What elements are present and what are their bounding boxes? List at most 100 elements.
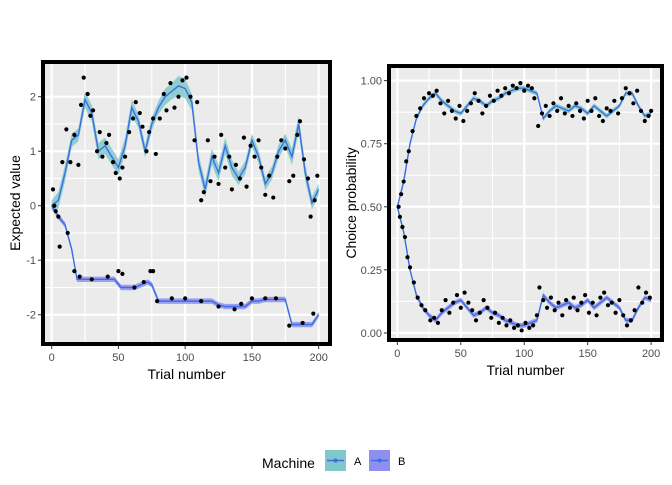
data-point (232, 307, 237, 312)
data-point (133, 100, 138, 105)
data-point (77, 274, 82, 279)
data-point (430, 93, 435, 98)
data-point (263, 296, 268, 301)
data-point (263, 192, 268, 197)
data-point (176, 94, 181, 99)
data-point (487, 93, 493, 98)
legend-point-b (377, 458, 382, 463)
data-point (131, 116, 136, 121)
data-point (447, 310, 452, 315)
data-point (438, 101, 443, 106)
data-point (244, 184, 249, 189)
data-point (208, 179, 213, 184)
data-point (97, 130, 102, 135)
data-point (439, 308, 444, 313)
panel-frame (387, 64, 664, 342)
data-point (579, 300, 584, 305)
data-point (632, 308, 637, 313)
series-line-b (396, 206, 652, 327)
data-point (64, 127, 69, 132)
data-point (273, 296, 279, 301)
y-tick-label: -2 (26, 310, 36, 322)
data-point (598, 295, 603, 300)
choice-probability-panel: 0 50 100 150 200 0.00 0.25 0.50 0.75 1.00 Trial nu… (343, 64, 664, 378)
data-point (223, 165, 228, 170)
data-point (547, 113, 552, 119)
data-point (577, 108, 583, 113)
data-point (585, 98, 590, 103)
data-point (564, 298, 569, 303)
x-tick-label: 100 (515, 348, 533, 360)
data-point (248, 143, 253, 148)
data-point (527, 325, 532, 331)
legend-label-a: A (354, 456, 362, 468)
data-point (414, 113, 419, 119)
data-point (53, 209, 58, 214)
y-tick-label: 0 (30, 201, 36, 213)
data-point (649, 108, 654, 113)
data-point (484, 103, 489, 108)
data-point (458, 305, 463, 310)
data-point (609, 300, 614, 305)
data-point (410, 128, 415, 134)
data-point (205, 138, 210, 143)
data-point (267, 173, 272, 178)
x-tick-label: 100 (176, 352, 194, 364)
expected-value-panel: 0 50 100 150 200 -2 -1 0 1 2 Trial number Expected … (7, 60, 332, 382)
data-point (518, 81, 523, 86)
data-point (311, 311, 316, 316)
data-point (465, 108, 470, 113)
data-point (515, 323, 520, 328)
data-point (643, 290, 649, 295)
data-point (489, 315, 494, 320)
data-point (508, 318, 513, 323)
data-point (396, 204, 401, 209)
data-point (454, 293, 460, 298)
x-tick-label: 150 (243, 352, 261, 364)
data-point (560, 313, 565, 318)
data-point (60, 160, 65, 165)
data-point (122, 154, 128, 159)
data-point (495, 88, 500, 93)
data-point (646, 113, 651, 119)
data-point (551, 101, 556, 106)
data-point (126, 130, 132, 135)
data-point (65, 230, 70, 236)
data-point (275, 154, 280, 159)
data-point (418, 106, 423, 111)
data-point (523, 320, 528, 325)
x-tick-label: 150 (578, 348, 596, 360)
data-point (78, 102, 84, 107)
data-point (466, 300, 471, 305)
data-point (241, 135, 247, 140)
y-tick-label: -1 (26, 255, 36, 267)
data-point (106, 132, 112, 137)
data-point (594, 313, 599, 318)
data-point (140, 124, 145, 129)
data-point (492, 310, 498, 315)
data-point (539, 111, 545, 116)
data-point (94, 149, 100, 154)
data-point (548, 295, 553, 300)
data-point (295, 132, 300, 137)
data-point (476, 98, 481, 103)
data-point (184, 75, 189, 80)
data-point (426, 91, 432, 96)
data-point (534, 313, 540, 318)
data-point (510, 83, 515, 88)
y-tick-label: 0.25 (361, 265, 382, 277)
data-point (249, 296, 255, 301)
data-point (161, 91, 166, 97)
data-point (499, 93, 504, 98)
data-point (164, 108, 169, 113)
data-point (301, 157, 307, 162)
data-point (445, 98, 451, 103)
data-point (562, 111, 567, 116)
data-point (544, 305, 550, 310)
x-tick-label: 0 (394, 348, 400, 360)
data-point (72, 269, 77, 274)
data-point (100, 154, 105, 159)
x-axis-title: Trial number (147, 366, 225, 382)
data-point (308, 214, 313, 219)
